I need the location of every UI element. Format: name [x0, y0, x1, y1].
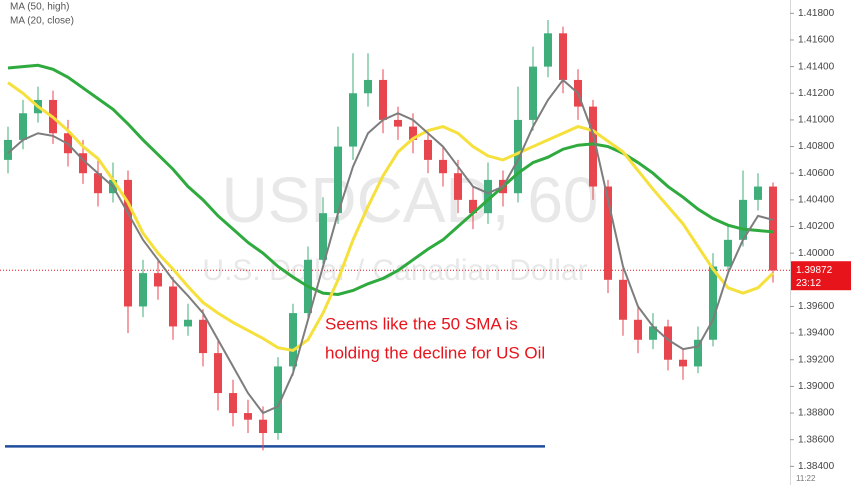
candle-body [544, 33, 552, 67]
candle-body [184, 319, 192, 327]
candle-body [139, 273, 147, 307]
candle-body [334, 146, 342, 214]
candle-body [634, 319, 642, 340]
y-tick-label: 1.40200 [798, 221, 835, 232]
y-tick-label: 1.41000 [798, 115, 835, 126]
candle-body [4, 139, 12, 160]
last-price-box [791, 261, 851, 291]
candle-body [694, 339, 702, 367]
candle-body [679, 359, 687, 367]
candle-body [529, 66, 537, 120]
candle-body [259, 419, 267, 434]
candle-body [379, 79, 387, 120]
candle-body [349, 93, 357, 147]
y-tick-label: 1.39200 [798, 354, 835, 365]
candle-body [604, 186, 612, 280]
candle-body [754, 186, 762, 200]
candle-body [289, 313, 297, 367]
candle-body [214, 353, 222, 394]
candle-body [589, 106, 597, 187]
candle-body [439, 159, 447, 174]
annotation: Seems like the 50 SMA is [325, 314, 518, 333]
y-tick-label: 1.39600 [798, 301, 835, 312]
y-tick-label: 1.41600 [798, 35, 835, 46]
countdown: 23:12 [796, 278, 821, 289]
clock: 11:22 [796, 474, 816, 483]
candle-body [664, 326, 672, 360]
candle-body [124, 179, 132, 307]
candle-body [469, 199, 477, 214]
candle-body [79, 153, 87, 174]
candle-body [229, 393, 237, 414]
candle-body [94, 173, 102, 194]
candle-body [619, 279, 627, 320]
plot [0, 19, 790, 451]
candle-body [724, 239, 732, 267]
y-tick-label: 1.41200 [798, 88, 835, 99]
legend-entry: MA (20, close) [10, 16, 74, 27]
candle-body [274, 366, 282, 434]
last-price-label: 1.39872 [796, 265, 833, 276]
candle-body [454, 173, 462, 200]
moving-average [7, 63, 774, 296]
legend-entry: MA (50, high) [10, 2, 69, 13]
candle-body [709, 266, 717, 340]
candle-body [514, 119, 522, 194]
y-tick-label: 1.40000 [798, 248, 835, 259]
candle-body [19, 113, 27, 140]
moving-average [7, 81, 775, 353]
candle-body [199, 319, 207, 354]
candle-body [364, 79, 372, 94]
candle-body [409, 126, 417, 140]
y-tick-label: 1.40600 [798, 168, 835, 179]
y-tick-label: 1.39000 [798, 381, 835, 392]
candle-body [244, 413, 252, 420]
candle-body [484, 179, 492, 214]
annotation: holding the decline for US Oil [325, 343, 545, 362]
candle-body [739, 199, 747, 240]
y-tick-label: 1.38600 [798, 434, 835, 445]
y-tick-label: 1.38800 [798, 408, 835, 419]
y-tick-label: 1.39400 [798, 328, 835, 339]
y-tick-label: 1.40800 [798, 141, 835, 152]
candle-body [394, 119, 402, 127]
watermark: USDCAD, 60 [222, 164, 599, 236]
candle-body [649, 326, 657, 340]
candle-body [169, 286, 177, 327]
y-tick-label: 1.38400 [798, 461, 835, 472]
y-tick-label: 1.40400 [798, 195, 835, 206]
y-tick-label: 1.41800 [798, 8, 835, 19]
moving-average [7, 78, 774, 415]
candle-body [154, 273, 162, 287]
candle-body [769, 186, 777, 271]
y-tick-label: 1.41400 [798, 61, 835, 72]
candle-body [424, 139, 432, 160]
candle-body [319, 213, 327, 260]
candle-body [559, 33, 567, 80]
